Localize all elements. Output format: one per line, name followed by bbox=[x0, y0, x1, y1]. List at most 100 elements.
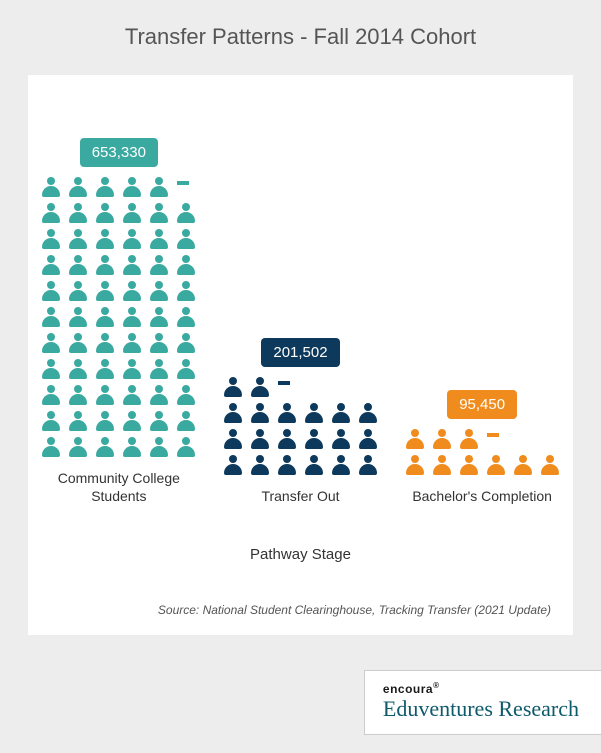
value-badge: 201,502 bbox=[261, 338, 339, 367]
person-icon bbox=[457, 453, 481, 477]
person-icon bbox=[39, 383, 63, 407]
person-icon bbox=[120, 383, 144, 407]
person-icon bbox=[93, 175, 117, 199]
person-icon bbox=[430, 427, 454, 451]
person-icon bbox=[66, 201, 90, 225]
person-icon-partial bbox=[174, 175, 198, 199]
person-icon bbox=[93, 201, 117, 225]
person-icon bbox=[93, 279, 117, 303]
person-icon bbox=[120, 331, 144, 355]
person-icon bbox=[120, 279, 144, 303]
person-icon bbox=[93, 305, 117, 329]
person-icon bbox=[120, 201, 144, 225]
person-icon bbox=[66, 175, 90, 199]
person-icon bbox=[39, 305, 63, 329]
person-icon bbox=[66, 305, 90, 329]
person-icon-partial bbox=[484, 427, 508, 451]
person-icon bbox=[430, 453, 454, 477]
pictogram-column: 95,450Bachelor's Completion bbox=[402, 390, 562, 505]
person-icon bbox=[356, 427, 380, 451]
person-icon bbox=[174, 279, 198, 303]
person-icon bbox=[147, 279, 171, 303]
person-icon bbox=[120, 175, 144, 199]
chart-title: Transfer Patterns - Fall 2014 Cohort bbox=[0, 0, 601, 50]
person-icon bbox=[147, 227, 171, 251]
person-icon bbox=[275, 453, 299, 477]
person-icon bbox=[329, 401, 353, 425]
person-icon bbox=[275, 427, 299, 451]
person-icon bbox=[39, 227, 63, 251]
pictogram-column: 201,502Transfer Out bbox=[220, 338, 380, 505]
person-icon bbox=[93, 383, 117, 407]
person-icon bbox=[66, 383, 90, 407]
person-icon bbox=[221, 427, 245, 451]
person-icon bbox=[93, 253, 117, 277]
person-icon bbox=[39, 357, 63, 381]
person-icon bbox=[147, 409, 171, 433]
person-icon bbox=[66, 357, 90, 381]
person-icon bbox=[39, 201, 63, 225]
person-icon bbox=[174, 305, 198, 329]
person-icon bbox=[248, 427, 272, 451]
person-icon bbox=[174, 357, 198, 381]
person-icon bbox=[302, 453, 326, 477]
category-label: Community College Students bbox=[39, 469, 199, 505]
x-axis-title: Pathway Stage bbox=[28, 546, 573, 563]
brand-eduventures: Eduventures Research bbox=[383, 696, 579, 722]
person-icon bbox=[39, 175, 63, 199]
person-icon bbox=[39, 409, 63, 433]
source-citation: Source: National Student Clearinghouse, … bbox=[158, 603, 551, 617]
person-icon bbox=[147, 253, 171, 277]
person-icon bbox=[356, 401, 380, 425]
person-icon-partial bbox=[275, 375, 299, 399]
person-icon bbox=[66, 279, 90, 303]
person-icon bbox=[248, 401, 272, 425]
person-icon bbox=[221, 453, 245, 477]
person-icon bbox=[275, 401, 299, 425]
person-icon bbox=[484, 453, 508, 477]
person-icon bbox=[403, 453, 427, 477]
person-icon bbox=[66, 409, 90, 433]
person-icon bbox=[511, 453, 535, 477]
person-icon bbox=[174, 331, 198, 355]
person-icon bbox=[120, 227, 144, 251]
person-icon bbox=[302, 401, 326, 425]
person-icon bbox=[147, 331, 171, 355]
person-icon bbox=[174, 227, 198, 251]
person-icon bbox=[174, 253, 198, 277]
pictogram-grid bbox=[39, 175, 198, 459]
person-icon bbox=[248, 453, 272, 477]
person-icon bbox=[174, 383, 198, 407]
person-icon bbox=[538, 453, 562, 477]
person-icon bbox=[329, 453, 353, 477]
person-icon bbox=[403, 427, 427, 451]
person-icon bbox=[66, 435, 90, 459]
person-icon bbox=[120, 435, 144, 459]
person-icon bbox=[248, 375, 272, 399]
person-icon bbox=[147, 435, 171, 459]
person-icon bbox=[329, 427, 353, 451]
person-icon bbox=[147, 201, 171, 225]
person-icon bbox=[174, 201, 198, 225]
person-icon bbox=[147, 357, 171, 381]
category-label: Bachelor's Completion bbox=[402, 487, 562, 505]
person-icon bbox=[120, 409, 144, 433]
person-icon bbox=[147, 383, 171, 407]
person-icon bbox=[221, 375, 245, 399]
person-icon bbox=[39, 435, 63, 459]
value-badge: 653,330 bbox=[80, 138, 158, 167]
person-icon bbox=[120, 305, 144, 329]
person-icon bbox=[147, 305, 171, 329]
person-icon bbox=[174, 409, 198, 433]
pictogram-columns: 653,330Community College Students201,502… bbox=[28, 145, 573, 505]
person-icon bbox=[93, 357, 117, 381]
person-icon bbox=[356, 453, 380, 477]
chart-card: 653,330 Community College Students 201,502… bbox=[28, 75, 573, 635]
pictogram-column: 653,330 Community College Students bbox=[39, 138, 199, 505]
person-icon bbox=[39, 279, 63, 303]
person-icon bbox=[66, 331, 90, 355]
pictogram-grid bbox=[403, 427, 562, 477]
pictogram-grid bbox=[221, 375, 380, 477]
person-icon bbox=[93, 331, 117, 355]
person-icon bbox=[93, 227, 117, 251]
